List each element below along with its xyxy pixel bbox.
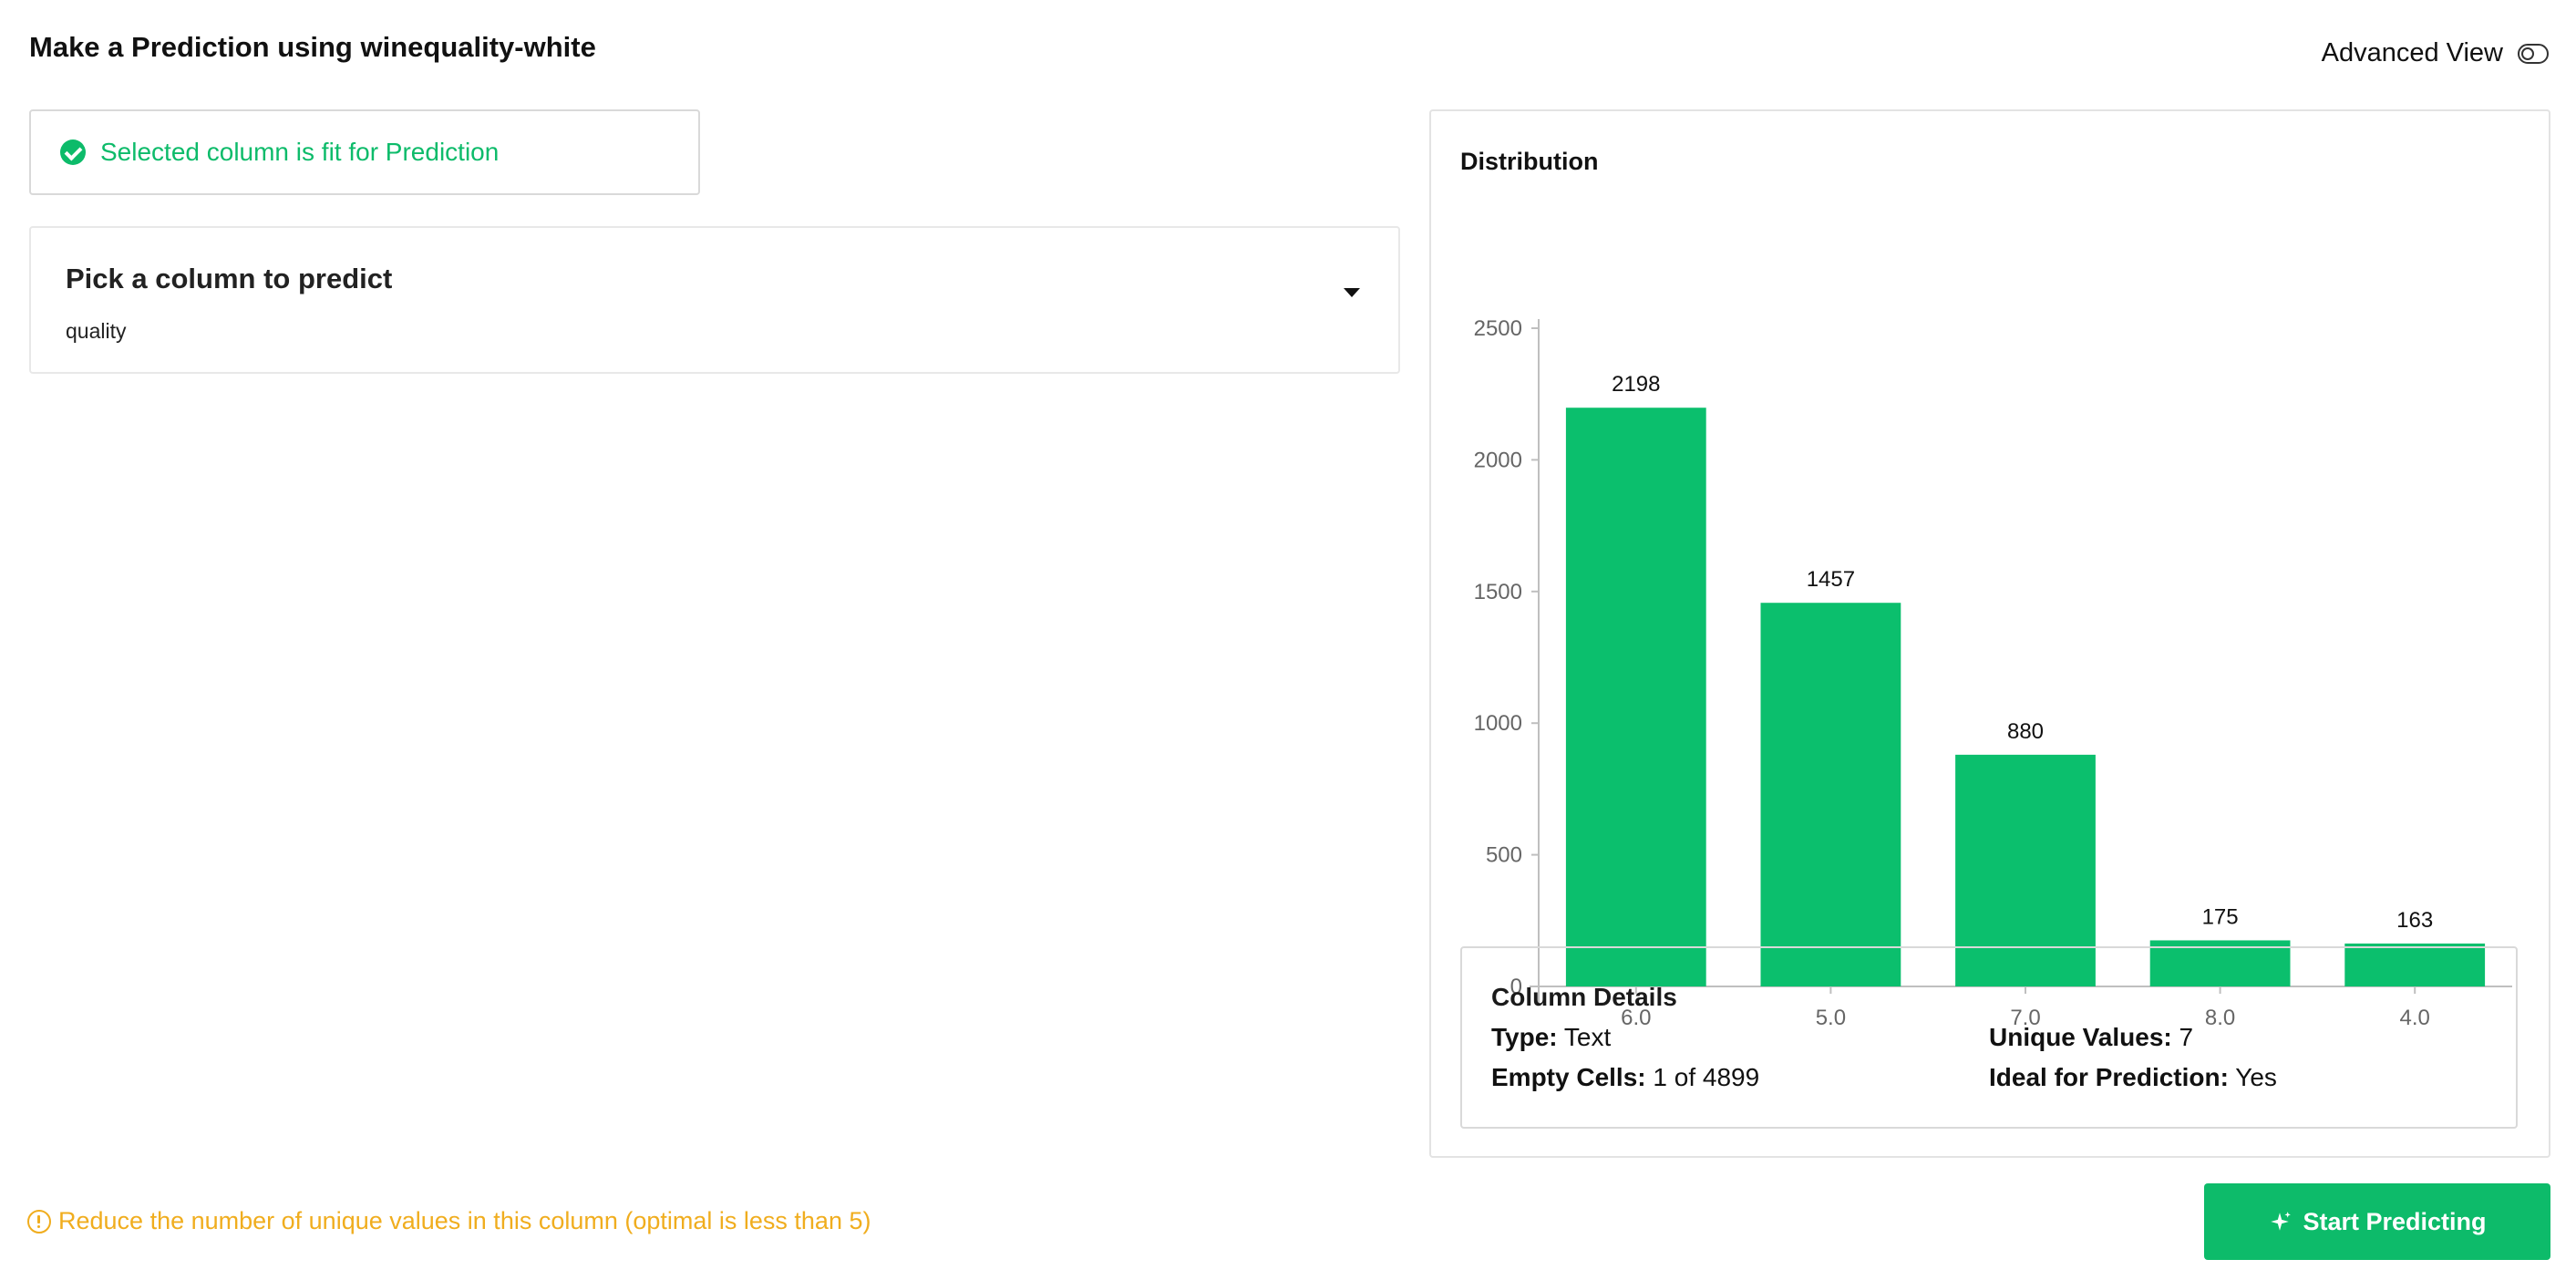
y-tick-label: 2500 xyxy=(1474,316,1522,341)
column-picker-value: quality xyxy=(66,319,127,343)
start-predicting-label: Start Predicting xyxy=(2303,1207,2487,1235)
x-tick-label: 7.0 xyxy=(2010,1006,2040,1030)
detail-empty-value: 1 of 4899 xyxy=(1653,1063,1760,1091)
detail-unique-values: Unique Values: 7 xyxy=(1989,1023,2193,1052)
toggle-switch-icon[interactable] xyxy=(2518,43,2549,64)
warning-text: Reduce the number of unique values in th… xyxy=(58,1207,871,1234)
x-tick-label: 4.0 xyxy=(2400,1006,2430,1030)
distribution-chart: 2500 2000 1500 1000 500 0 2198 6.0 1457 5.0 880 7.0… xyxy=(1474,316,2512,1030)
unique-values-warning: Reduce the number of unique values in th… xyxy=(27,1207,871,1235)
detail-type: Type: Text xyxy=(1491,1023,1611,1052)
bar-value-label: 2198 xyxy=(1612,372,1660,397)
y-tick-label: 1500 xyxy=(1474,580,1522,604)
x-tick-label: 5.0 xyxy=(1816,1006,1846,1030)
status-banner: Selected column is fit for Prediction xyxy=(29,109,700,195)
advanced-view-toggle[interactable]: Advanced View xyxy=(2322,38,2549,68)
bar-value-label: 163 xyxy=(2396,908,2433,933)
advanced-view-label: Advanced View xyxy=(2321,38,2503,67)
detail-ideal-value: Yes xyxy=(2235,1063,2277,1091)
bar xyxy=(1565,408,1706,986)
column-details-title: Column Details xyxy=(1491,983,1677,1011)
detail-ideal-label: Ideal for Prediction: xyxy=(1989,1063,2229,1091)
x-tick-label: 6.0 xyxy=(1621,1006,1651,1030)
info-icon xyxy=(27,1209,51,1234)
check-circle-icon xyxy=(60,139,86,165)
page-title: Make a Prediction using winequality-whit… xyxy=(29,31,596,63)
detail-unique-value: 7 xyxy=(2179,1023,2194,1051)
y-tick-label: 1000 xyxy=(1474,711,1522,736)
bar-value-label: 175 xyxy=(2202,904,2239,929)
detail-type-value: Text xyxy=(1563,1023,1612,1051)
detail-type-label: Type: xyxy=(1491,1023,1558,1051)
distribution-title: Distribution xyxy=(1460,148,1599,175)
x-tick-label: 8.0 xyxy=(2205,1006,2235,1030)
bar-value-label: 1457 xyxy=(1807,567,1855,592)
detail-empty-label: Empty Cells: xyxy=(1491,1063,1646,1091)
y-tick-label: 0 xyxy=(1510,975,1522,999)
y-tick-label: 500 xyxy=(1486,843,1522,868)
detail-empty-cells: Empty Cells: 1 of 4899 xyxy=(1491,1063,1759,1092)
detail-unique-label: Unique Values: xyxy=(1989,1023,2172,1051)
bar xyxy=(1760,603,1901,986)
status-message: Selected column is fit for Prediction xyxy=(100,138,500,166)
bar xyxy=(2344,943,2486,986)
distribution-panel: Distribution 2500 2000 1500 1000 500 0 2198 6.0… xyxy=(1429,109,2550,1158)
detail-ideal: Ideal for Prediction: Yes xyxy=(1989,1063,2277,1092)
column-picker[interactable]: Pick a column to predict quality xyxy=(29,226,1400,374)
start-predicting-button[interactable]: Start Predicting xyxy=(2204,1183,2550,1260)
sparkle-icon xyxy=(2271,1212,2292,1231)
y-tick-label: 2000 xyxy=(1474,448,1522,472)
caret-down-icon[interactable] xyxy=(1344,288,1360,297)
column-picker-label: Pick a column to predict xyxy=(66,263,393,294)
column-details: Column Details Type: Text Empty Cells: 1… xyxy=(1460,946,2518,1129)
bar-value-label: 880 xyxy=(2007,719,2044,744)
